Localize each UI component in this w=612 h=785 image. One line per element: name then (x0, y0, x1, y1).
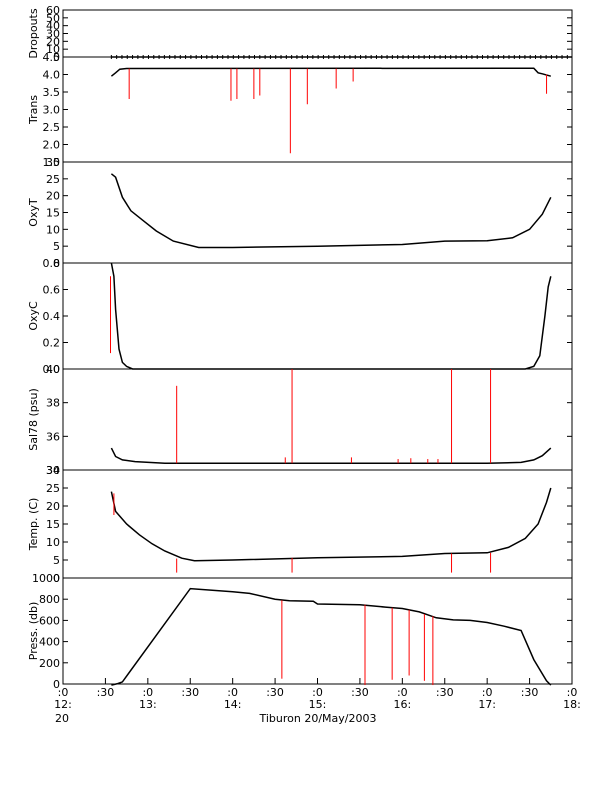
panel-sal78: 34 36 38 40 Sal78 (psu) (27, 363, 573, 477)
x-tick-label-hour: 14: (224, 698, 242, 711)
series-line-trans (110, 67, 552, 77)
panel-frame-dropouts (62, 9, 573, 58)
x-tick-label: :0 (312, 686, 323, 699)
panel-frame-oxyc (62, 262, 573, 370)
y-tick-label-oxyc: 0.0 (43, 363, 61, 376)
series-line-sal78 (110, 447, 552, 465)
x-tick-label: :30 (436, 686, 454, 699)
x-tick-label-hour: 16: (393, 698, 411, 711)
y-tick-label-press: 1000 (32, 572, 60, 585)
series-line-press (111, 587, 552, 686)
x-axis-label: Tiburon 20/May/2003 (258, 712, 376, 725)
y-tick-label-trans: 2.0 (43, 139, 61, 152)
x-axis: :012::30:013::30:014::30:015::30:016::30… (54, 678, 581, 711)
y-tick-label-press: 600 (39, 614, 60, 627)
y-tick-label-sal78: 34 (46, 464, 60, 477)
y-tick-label-press: 0 (53, 678, 60, 691)
x-tick-label-hour: 18: (563, 698, 581, 711)
y-tick-label-sal78: 36 (46, 430, 60, 443)
y-tick-label-temp: 25 (46, 482, 60, 495)
y-tick-label-dropouts: 0 (53, 51, 60, 64)
y-tick-label-oxyt: 25 (46, 173, 60, 186)
y-axis-label-trans: Trans (27, 95, 40, 125)
y-tick-label-trans: 3.0 (43, 104, 61, 117)
y-tick-label-oxyt: 15 (46, 207, 60, 220)
y-tick-label-temp: 15 (46, 518, 60, 531)
panel-temp: 0 5 10 15 20 25 30 Temp. (C) (27, 464, 573, 585)
x-tick-label-hour: 15: (309, 698, 327, 711)
y-tick-label-sal78: 38 (46, 397, 60, 410)
y-tick-label-dropouts: 30 (46, 28, 60, 41)
y-tick-label-dropouts: 40 (46, 20, 60, 33)
y-tick-label-sal78: 40 (46, 363, 60, 376)
x-tick-label-hour: 13: (139, 698, 157, 711)
y-tick-label-oxyt: 10 (46, 223, 60, 236)
y-axis-label-press: Press. (db) (27, 602, 40, 661)
panel-frame-oxyt (62, 161, 573, 264)
y-tick-label-trans: 3.5 (43, 86, 61, 99)
y-tick-label-temp: 30 (46, 464, 60, 477)
panel-press: 0 200 400 600 800 1000 Press. (db) (27, 572, 573, 691)
x-tick-label-hour: 17: (478, 698, 496, 711)
y-tick-label-press: 400 (39, 636, 60, 649)
y-axis-label-dropouts: Dropouts (27, 8, 40, 58)
y-axis-label-oxyc: OxyC (27, 301, 40, 331)
y-tick-label-oxyc: 0.8 (43, 257, 61, 270)
y-tick-label-oxyt: 0 (53, 257, 60, 270)
y-tick-label-oxyt: 30 (46, 156, 60, 169)
y-tick-label-temp: 20 (46, 500, 60, 513)
series-line-oxyc (110, 262, 552, 370)
x-tick-label: :0 (397, 686, 408, 699)
y-tick-label-oxyt: 20 (46, 190, 60, 203)
x-tick-label: :0 (227, 686, 238, 699)
x-axis-extra-label: 20 (55, 712, 69, 725)
y-tick-label-oxyc: 0.2 (43, 337, 61, 350)
chart-panels: 0102030405060Dropouts1.52.02.53.03.54.04… (27, 4, 573, 691)
y-tick-label-oxyc: 0.6 (43, 284, 61, 297)
y-tick-label-dropouts: 50 (46, 12, 60, 25)
x-tick-label: :0 (482, 686, 493, 699)
y-axis-label-sal78: Sal78 (psu) (27, 388, 40, 451)
y-tick-label-trans: 4.5 (43, 51, 61, 64)
y-axis-label-oxyt: OxyT (27, 198, 40, 227)
y-tick-label-oxyc: 0.4 (43, 310, 61, 323)
y-tick-label-press: 800 (39, 593, 60, 606)
panel-frame-sal78 (62, 368, 573, 471)
x-tick-label: :30 (351, 686, 369, 699)
x-tick-label: :30 (266, 686, 284, 699)
panel-oxyt: 0 5 10 15 20 25 30 OxyT (27, 156, 573, 270)
x-tick-label: :30 (521, 686, 539, 699)
y-tick-label-temp: 0 (53, 572, 60, 585)
y-tick-label-trans: 1.5 (43, 156, 61, 169)
y-tick-label-temp: 5 (53, 554, 60, 567)
y-tick-label-oxyt: 5 (53, 240, 60, 253)
y-axis-label-temp: Temp. (C) (27, 498, 40, 552)
y-tick-label-press: 200 (39, 657, 60, 670)
panel-frame-temp (62, 469, 573, 579)
panel-frame-trans (62, 56, 573, 163)
series-line-oxyt (110, 173, 552, 249)
y-tick-label-temp: 10 (46, 536, 60, 549)
y-tick-label-trans: 2.5 (43, 121, 61, 134)
series-line-temp (110, 487, 552, 562)
y-tick-label-dropouts: 10 (46, 43, 60, 56)
x-tick-label: :0 (567, 686, 578, 699)
y-tick-label-dropouts: 20 (46, 35, 60, 48)
x-tick-label: :30 (181, 686, 199, 699)
x-tick-label: :0 (142, 686, 153, 699)
panel-frame-press (62, 577, 573, 685)
panel-trans: 1.5 2.0 2.5 3.0 3.5 4.0 4.5 Trans (27, 51, 573, 169)
x-tick-label: :30 (97, 686, 115, 699)
y-tick-label-dropouts: 60 (46, 4, 60, 17)
y-tick-label-trans: 4.0 (43, 69, 61, 82)
x-tick-label-hour: 12: (54, 698, 72, 711)
x-tick-label: :0 (58, 686, 69, 699)
panel-oxyc: 0.0 0.2 0.4 0.6 0.8 OxyC (27, 257, 573, 376)
